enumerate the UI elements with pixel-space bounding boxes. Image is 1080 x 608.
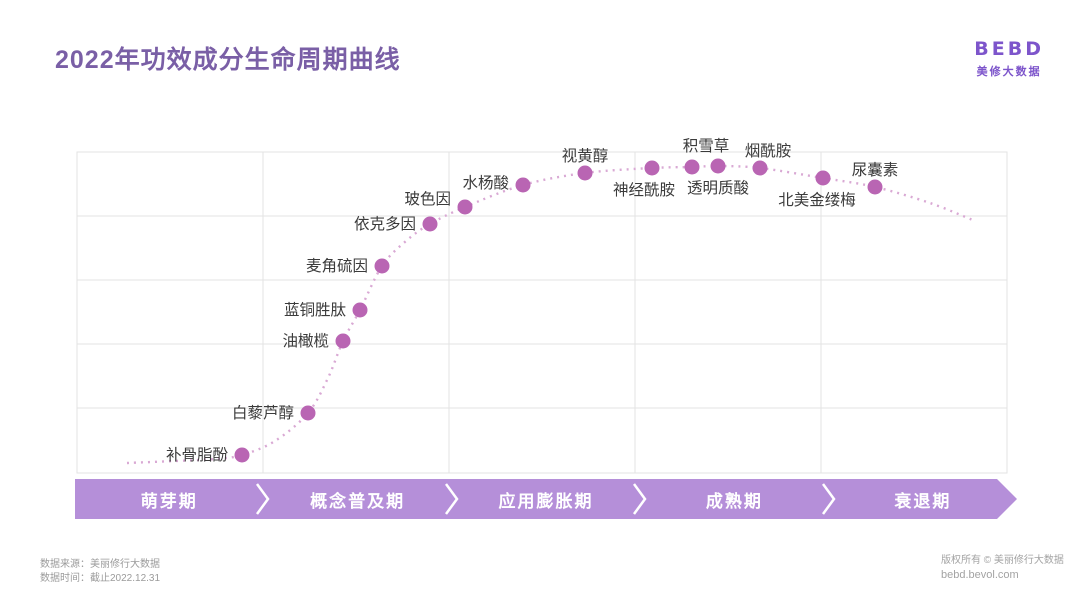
page-title: 2022年功效成分生命周期曲线 (55, 46, 401, 74)
brand-logo: BEBD 美修大数据 (974, 38, 1044, 79)
data-point (752, 160, 768, 176)
data-point (515, 177, 531, 193)
stage-label: 概念普及期 (310, 491, 406, 511)
stage-label: 应用膨胀期 (498, 491, 594, 511)
stage-label: 衰退期 (894, 491, 952, 511)
data-point (352, 302, 368, 318)
data-point (644, 160, 660, 176)
data-point (422, 216, 438, 232)
data-point-label: 玻色因 (404, 190, 451, 208)
data-point-label: 补骨脂酚 (166, 446, 229, 464)
lifecycle-stage-band: 萌芽期 概念普及期 应用膨胀期 成熟期 衰退期 (75, 479, 1017, 519)
data-point-label: 视黄醇 (562, 147, 609, 165)
data-time-line: 数据时间：截止2022.12.31 (40, 573, 161, 584)
copyright-note: 版权所有 © 美丽修行大数据 bebd.bevol.com (941, 553, 1064, 583)
stage-segment-budding: 萌芽期 (75, 479, 263, 519)
stage-segment-maturity: 成熟期 (640, 479, 828, 519)
copyright-line: 版权所有 © 美丽修行大数据 (941, 555, 1064, 566)
data-point (234, 447, 250, 463)
data-point-label: 依克多因 (354, 215, 416, 233)
data-point-label: 白藜芦醇 (232, 404, 294, 422)
data-point-label: 神经酰胺 (613, 181, 675, 199)
data-point (710, 158, 726, 174)
brand-logo-subtitle: 美修大数据 (976, 66, 1042, 78)
stage-label: 成熟期 (705, 491, 763, 511)
chevron-right-icon (632, 479, 648, 519)
data-source-line: 数据来源：美丽修行大数据 (40, 559, 160, 570)
data-point (867, 179, 883, 195)
chevron-right-icon (821, 479, 837, 519)
data-point (684, 159, 700, 175)
data-point (374, 258, 390, 274)
data-source-note: 数据来源：美丽修行大数据 数据时间：截止2022.12.31 (40, 558, 160, 586)
website-url: bebd.bevol.com (941, 569, 1019, 581)
data-point-label: 烟酰胺 (745, 142, 792, 160)
data-point (457, 199, 473, 215)
chevron-right-icon (444, 479, 460, 519)
data-point (577, 165, 593, 181)
data-point-label: 麦角硫因 (306, 257, 368, 275)
brand-logo-text: BEBD (974, 38, 1044, 60)
data-point-label: 尿囊素 (852, 161, 899, 179)
data-point-label: 北美金缕梅 (778, 191, 856, 209)
data-point (300, 405, 316, 421)
stage-segment-concept: 概念普及期 (263, 479, 451, 519)
data-point (815, 170, 831, 186)
data-point (335, 333, 351, 349)
stage-segment-expansion: 应用膨胀期 (452, 479, 640, 519)
chevron-right-icon (255, 479, 271, 519)
data-point-label: 积雪草 (683, 137, 730, 155)
stage-segment-decline: 衰退期 (829, 479, 1017, 519)
stage-label: 萌芽期 (140, 491, 198, 511)
data-point-label: 蓝铜胜肽 (284, 301, 347, 319)
data-point-label: 透明质酸 (687, 179, 750, 197)
data-point-label: 水杨酸 (462, 174, 509, 192)
data-point-label: 油橄榄 (282, 332, 329, 350)
plot-border (76, 151, 1008, 474)
lifecycle-curve (126, 164, 976, 465)
